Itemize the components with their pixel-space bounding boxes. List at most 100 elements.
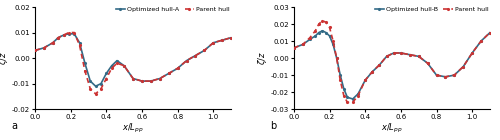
Optimized hull-B	[460, 66, 466, 67]
Parent hull	[323, 21, 329, 23]
Parent hull	[307, 37, 313, 38]
Optimized hull-B	[307, 38, 313, 40]
Parent hull	[341, 95, 347, 96]
Parent hull	[71, 32, 77, 33]
Optimized hull-A	[166, 73, 172, 74]
Optimized hull-B	[291, 47, 297, 49]
Parent hull	[121, 65, 127, 67]
Parent hull	[50, 42, 56, 44]
Parent hull	[228, 37, 234, 38]
Optimized hull-B	[442, 76, 448, 78]
Parent hull	[300, 44, 306, 45]
Optimized hull-A	[108, 65, 114, 67]
Parent hull	[41, 47, 47, 49]
Optimized hull-A	[88, 80, 94, 82]
X-axis label: $x/L_{pp}$: $x/L_{pp}$	[381, 122, 403, 135]
Parent hull	[316, 23, 322, 25]
Optimized hull-B	[320, 30, 326, 32]
Optimized hull-B	[376, 64, 382, 66]
Parent hull	[60, 34, 66, 36]
Optimized hull-A	[184, 60, 190, 61]
Optimized hull-B	[434, 74, 440, 76]
Parent hull	[344, 102, 350, 103]
Optimized hull-B	[341, 88, 347, 90]
Optimized hull-B	[370, 71, 376, 73]
Y-axis label: $\zeta/z$: $\zeta/z$	[256, 51, 270, 65]
Parent hull	[355, 95, 361, 96]
Parent hull	[460, 66, 466, 67]
Parent hull	[442, 76, 448, 78]
Parent hull	[92, 93, 98, 95]
Optimized hull-B	[478, 40, 484, 42]
Y-axis label: $\zeta/z$: $\zeta/z$	[0, 51, 10, 65]
Parent hull	[390, 52, 396, 54]
Optimized hull-A	[92, 85, 98, 87]
Optimized hull-B	[398, 52, 404, 54]
Text: b: b	[270, 122, 276, 131]
Optimized hull-B	[337, 74, 343, 76]
Optimized hull-A	[174, 67, 180, 69]
Line: Optimized hull-B: Optimized hull-B	[292, 29, 492, 101]
Parent hull	[416, 56, 422, 57]
Optimized hull-B	[469, 52, 475, 54]
Parent hull	[370, 71, 376, 73]
Optimized hull-A	[104, 73, 110, 74]
Optimized hull-A	[130, 78, 136, 79]
Optimized hull-A	[41, 47, 47, 49]
Optimized hull-A	[60, 34, 66, 36]
Optimized hull-A	[219, 39, 225, 41]
Parent hull	[326, 27, 332, 28]
Optimized hull-B	[350, 98, 356, 100]
Optimized hull-A	[148, 80, 154, 82]
Optimized hull-A	[71, 33, 77, 35]
Parent hull	[362, 79, 368, 81]
Parent hull	[114, 62, 120, 64]
Optimized hull-B	[330, 44, 336, 45]
Optimized hull-A	[228, 37, 234, 38]
Parent hull	[202, 50, 207, 51]
Optimized hull-B	[312, 35, 318, 37]
Parent hull	[334, 57, 340, 59]
Line: Optimized hull-A: Optimized hull-A	[34, 32, 233, 88]
Parent hull	[219, 39, 225, 41]
Parent hull	[104, 78, 110, 79]
Optimized hull-B	[300, 44, 306, 45]
Optimized hull-A	[139, 80, 145, 82]
Text: a: a	[12, 122, 18, 131]
Parent hull	[130, 78, 136, 79]
Optimized hull-A	[114, 60, 120, 61]
Parent hull	[407, 54, 413, 56]
Optimized hull-A	[66, 33, 72, 35]
Parent hull	[312, 30, 318, 32]
Parent hull	[291, 47, 297, 49]
Optimized hull-B	[334, 57, 340, 59]
Parent hull	[157, 78, 163, 79]
Optimized hull-A	[82, 62, 88, 64]
Parent hull	[148, 80, 154, 82]
Optimized hull-A	[157, 78, 163, 79]
Optimized hull-A	[32, 50, 38, 51]
Optimized hull-B	[416, 56, 422, 57]
Optimized hull-A	[202, 50, 207, 51]
Parent hull	[192, 55, 198, 56]
Parent hull	[452, 74, 458, 76]
Legend: Optimized hull-A, Parent hull: Optimized hull-A, Parent hull	[114, 5, 232, 14]
Optimized hull-B	[452, 74, 458, 76]
X-axis label: $x/L_{pp}$: $x/L_{pp}$	[122, 122, 144, 135]
Optimized hull-B	[344, 96, 350, 98]
Optimized hull-B	[362, 79, 368, 81]
Optimized hull-A	[76, 42, 82, 44]
Parent hull	[320, 20, 326, 21]
Line: Parent hull: Parent hull	[292, 19, 492, 104]
Optimized hull-B	[355, 93, 361, 95]
Parent hull	[487, 32, 493, 33]
Parent hull	[76, 45, 82, 46]
Optimized hull-B	[407, 54, 413, 56]
Parent hull	[478, 40, 484, 42]
Parent hull	[88, 88, 94, 90]
Optimized hull-B	[390, 52, 396, 54]
Optimized hull-B	[323, 32, 329, 33]
Parent hull	[424, 62, 430, 64]
Parent hull	[350, 102, 356, 103]
Parent hull	[66, 32, 72, 33]
